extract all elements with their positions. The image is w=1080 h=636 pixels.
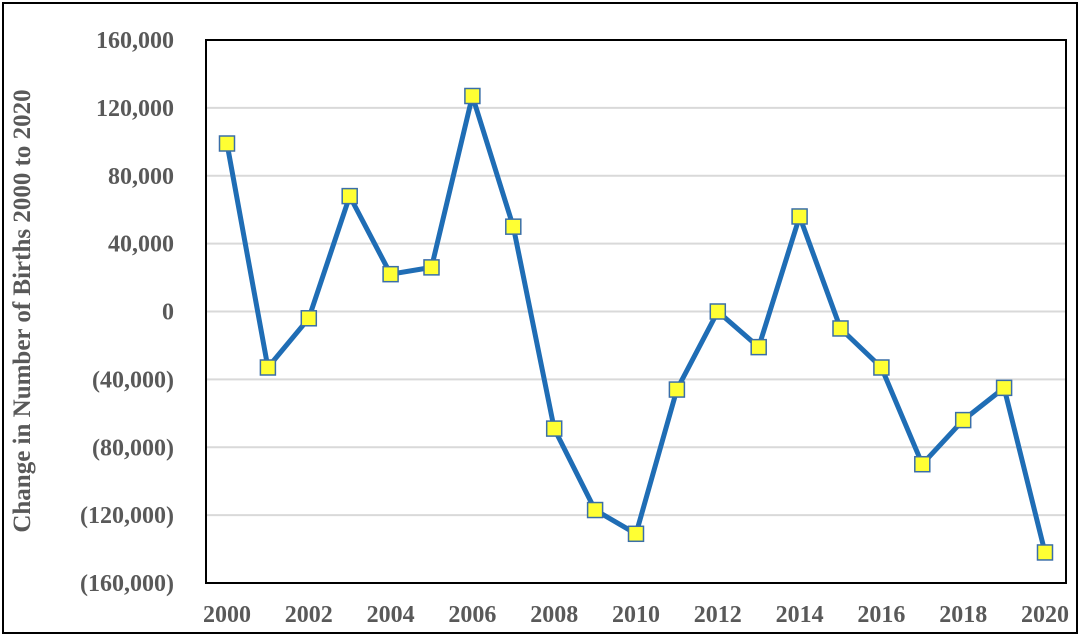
y-tick-label: (40,000)	[92, 367, 174, 393]
data-markers	[218, 87, 1054, 561]
x-tick-label: 2004	[367, 602, 415, 628]
y-tick-label: (160,000)	[80, 571, 174, 597]
plot-area-border	[205, 39, 1067, 584]
x-tick-label: 2016	[857, 602, 905, 628]
data-point-marker	[505, 218, 522, 235]
gridlines	[207, 106, 1065, 517]
x-tick-label: 2002	[285, 602, 333, 628]
y-tick-label: (120,000)	[80, 503, 174, 529]
y-tick-label: 40,000	[108, 232, 174, 258]
data-point-marker	[341, 187, 358, 205]
data-point-marker	[791, 208, 808, 225]
data-point-marker	[259, 359, 277, 376]
data-point-marker	[464, 87, 481, 105]
x-tick-label: 2018	[939, 602, 987, 628]
data-point-marker	[300, 310, 318, 327]
data-point-marker	[586, 501, 604, 519]
x-tick-label: 2000	[203, 602, 251, 628]
x-tick-label: 2014	[776, 602, 824, 628]
data-point-marker	[873, 359, 890, 376]
series-line	[224, 93, 1048, 554]
y-axis-title: Change in Number of Births 2000 to 2020	[9, 89, 36, 532]
data-point-marker	[832, 320, 849, 337]
data-point-marker	[545, 420, 563, 437]
data-point-marker	[423, 259, 440, 276]
data-point-marker	[709, 303, 727, 320]
x-tick-label: 2006	[448, 602, 496, 628]
data-point-marker	[218, 135, 236, 152]
data-point-marker	[995, 379, 1013, 397]
x-tick-label: 2012	[694, 602, 742, 628]
y-tick-label: 120,000	[96, 96, 174, 122]
x-tick-label: 2020	[1021, 602, 1069, 628]
data-point-marker	[668, 381, 686, 398]
y-tick-label: 160,000	[96, 28, 174, 54]
x-tick-label: 2008	[530, 602, 578, 628]
x-axis-ticks: 2000 2002 2004 2006 2008 2010 2012 2014 2016 2018…	[203, 602, 1069, 628]
data-point-marker	[382, 265, 399, 283]
x-tick-label: 2010	[612, 602, 660, 628]
y-tick-label: (80,000)	[92, 435, 174, 461]
y-axis-ticks: 160,000 120,000 80,000 40,000 0 (40,000) (80,0…	[80, 28, 174, 597]
data-point-marker	[1036, 544, 1054, 561]
data-point-marker	[954, 411, 972, 429]
data-point-marker	[627, 525, 645, 543]
y-tick-label: 0	[162, 300, 174, 326]
data-point-marker	[750, 338, 767, 356]
y-tick-label: 80,000	[108, 164, 174, 190]
data-point-marker	[914, 455, 931, 473]
